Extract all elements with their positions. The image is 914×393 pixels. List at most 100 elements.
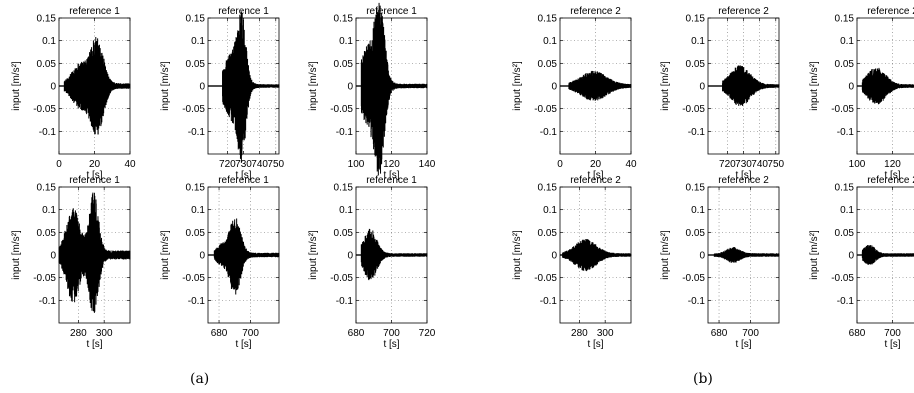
x-tick-label: 720 bbox=[719, 159, 736, 170]
y-tick-label: -0.1 bbox=[336, 296, 354, 307]
x-tick-label: 40 bbox=[625, 159, 637, 170]
y-tick-label: 0.05 bbox=[334, 59, 354, 70]
y-axis-label: input [m/s²] bbox=[809, 61, 820, 111]
x-tick-label: 740 bbox=[251, 159, 268, 170]
y-tick-label: 0.15 bbox=[835, 14, 855, 25]
y-tick-label: 0.1 bbox=[840, 205, 854, 216]
signal-trace bbox=[568, 70, 632, 101]
y-tick-label: 0.05 bbox=[334, 228, 354, 239]
y-tick-label: 0.15 bbox=[686, 14, 706, 25]
y-tick-label: -0.05 bbox=[831, 273, 854, 284]
y-tick-label: -0.1 bbox=[188, 296, 206, 307]
y-tick-label: 0.15 bbox=[186, 183, 206, 194]
x-tick-label: 120 bbox=[383, 159, 400, 170]
y-tick-label: 0.05 bbox=[37, 228, 57, 239]
y-tick-label: 0.1 bbox=[543, 36, 557, 47]
y-tick-label: -0.1 bbox=[688, 296, 706, 307]
x-tick-label: 280 bbox=[571, 328, 588, 339]
y-tick-label: 0.1 bbox=[840, 36, 854, 47]
y-tick-label: 0.1 bbox=[191, 36, 205, 47]
subplot-11: 0.15 0.1 0.05 0 -0.05 -0.1 680 700 reference 2 t … bbox=[660, 175, 780, 350]
y-tick-label: 0.1 bbox=[543, 205, 557, 216]
y-tick-label: -0.05 bbox=[534, 104, 557, 115]
signal-trace bbox=[360, 228, 428, 281]
y-tick-label: 0.1 bbox=[691, 36, 705, 47]
y-tick-label: 0.15 bbox=[538, 14, 558, 25]
y-tick-label: -0.05 bbox=[831, 104, 854, 115]
x-axis-label: t [s] bbox=[587, 339, 603, 350]
subplot-title: reference 2 bbox=[718, 175, 769, 186]
y-tick-label: 0.15 bbox=[538, 183, 558, 194]
x-axis-label: t [s] bbox=[735, 339, 751, 350]
y-tick-label: 0.05 bbox=[186, 228, 206, 239]
subplot-3: 0.15 0.1 0.05 0 -0.05 -0.1 100 120 140 reference … bbox=[308, 2, 436, 181]
subplot-title: reference 1 bbox=[69, 175, 120, 186]
y-axis-label: input [m/s²] bbox=[11, 230, 22, 280]
y-tick-label: 0.1 bbox=[42, 205, 56, 216]
signal-trace bbox=[213, 218, 280, 295]
x-tick-label: 0 bbox=[557, 159, 563, 170]
subplot-title: reference 1 bbox=[69, 6, 120, 17]
x-tick-label: 700 bbox=[242, 328, 259, 339]
y-axis-label: input [m/s²] bbox=[512, 230, 523, 280]
y-tick-label: 0 bbox=[199, 251, 205, 262]
y-tick-label: -0.1 bbox=[837, 296, 855, 307]
x-tick-label: 680 bbox=[711, 328, 728, 339]
y-tick-label: 0.05 bbox=[538, 59, 558, 70]
y-tick-label: 0.15 bbox=[835, 183, 855, 194]
subplot-9: 0.150.10.050-0.05-0.1100120140reference … bbox=[809, 6, 914, 181]
y-tick-label: 0.05 bbox=[186, 59, 206, 70]
x-tick-label: 20 bbox=[89, 159, 101, 170]
x-axis-label: t [s] bbox=[235, 170, 251, 181]
y-tick-label: 0.15 bbox=[334, 14, 354, 25]
x-tick-label: 750 bbox=[267, 159, 284, 170]
y-tick-label: 0 bbox=[848, 82, 854, 93]
x-tick-label: 40 bbox=[124, 159, 136, 170]
x-tick-label: 730 bbox=[735, 159, 752, 170]
x-axis-label: t [s] bbox=[383, 339, 399, 350]
y-tick-label: -0.1 bbox=[837, 127, 855, 138]
x-tick-label: 680 bbox=[211, 328, 228, 339]
signal-trace bbox=[63, 37, 131, 135]
y-tick-label: 0.15 bbox=[37, 14, 57, 25]
y-axis-label: input [m/s²] bbox=[160, 230, 171, 280]
subplot-5: 0.15 0.1 0.05 0 -0.05 -0.1 680 700 reference 1 t … bbox=[160, 175, 280, 350]
x-axis-label: t [s] bbox=[86, 170, 102, 181]
y-tick-label: 0 bbox=[699, 82, 705, 93]
x-tick-label: 680 bbox=[348, 328, 365, 339]
x-tick-label: 720 bbox=[219, 159, 236, 170]
signal-trace bbox=[722, 65, 780, 106]
subplot-title: reference 2 bbox=[570, 6, 621, 17]
x-axis-label: t [s] bbox=[235, 339, 251, 350]
x-tick-label: 280 bbox=[70, 328, 87, 339]
y-tick-label: -0.05 bbox=[33, 273, 56, 284]
y-tick-label: 0.05 bbox=[686, 59, 706, 70]
sublabel-a: (a) bbox=[190, 371, 210, 387]
x-tick-label: 700 bbox=[884, 328, 901, 339]
y-tick-label: 0 bbox=[551, 251, 557, 262]
y-tick-label: 0.1 bbox=[42, 36, 56, 47]
x-axis-label: t [s] bbox=[587, 170, 603, 181]
y-tick-label: 0.1 bbox=[691, 205, 705, 216]
signal-trace bbox=[713, 247, 780, 263]
x-tick-label: 680 bbox=[849, 328, 866, 339]
y-tick-label: -0.1 bbox=[540, 127, 558, 138]
y-tick-label: 0 bbox=[347, 251, 353, 262]
x-tick-label: 140 bbox=[419, 159, 436, 170]
y-axis-label: input [m/s²] bbox=[160, 61, 171, 111]
y-tick-label: -0.05 bbox=[33, 104, 56, 115]
subplot-10: 0.15 0.1 0.05 0 -0.05 -0.1 280 300 reference 2 t … bbox=[512, 175, 632, 350]
y-tick-label: -0.1 bbox=[688, 127, 706, 138]
subplot-12: 0.150.10.050-0.05-0.1680700720reference … bbox=[809, 175, 914, 350]
y-tick-label: 0.05 bbox=[37, 59, 57, 70]
subplot-title: reference 2 bbox=[718, 6, 769, 17]
y-axis-label: input [m/s²] bbox=[809, 230, 820, 280]
y-tick-label: 0 bbox=[50, 251, 56, 262]
y-tick-label: -0.1 bbox=[39, 296, 57, 307]
y-tick-label: -0.05 bbox=[534, 273, 557, 284]
y-tick-label: 0 bbox=[347, 82, 353, 93]
y-tick-label: -0.05 bbox=[182, 273, 205, 284]
y-axis-label: input [m/s²] bbox=[512, 61, 523, 111]
subplot-4: 0.15 0.1 0.05 0 -0.05 -0.1 280 300 reference 1 t … bbox=[11, 175, 131, 350]
y-tick-label: -0.1 bbox=[540, 296, 558, 307]
